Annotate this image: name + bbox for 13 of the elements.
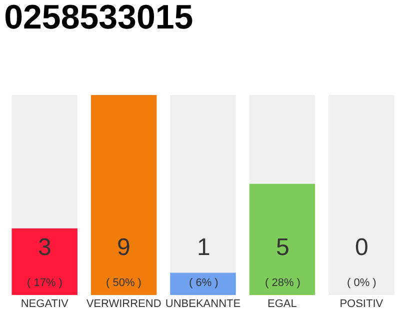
x-tick-label: VERWIRREND — [86, 298, 162, 310]
data-label: 3 ( 17% ) — [27, 234, 62, 290]
data-label: 5 ( 28% ) — [265, 234, 300, 290]
data-label: 0 ( 0% ) — [347, 234, 376, 290]
x-tick-label: EGAL — [268, 298, 297, 310]
bar — [170, 272, 236, 295]
x-tick-label: POSITIV — [340, 298, 384, 310]
x-tick-label: NEGATIV — [20, 298, 69, 310]
x-tick-label: UNBEKANNTE — [165, 298, 241, 310]
data-label: 9 ( 50% ) — [106, 234, 142, 290]
chart-title: 0258533015 — [4, 0, 194, 37]
bar — [90, 95, 157, 295]
data-label: 1 ( 6% ) — [189, 234, 218, 290]
